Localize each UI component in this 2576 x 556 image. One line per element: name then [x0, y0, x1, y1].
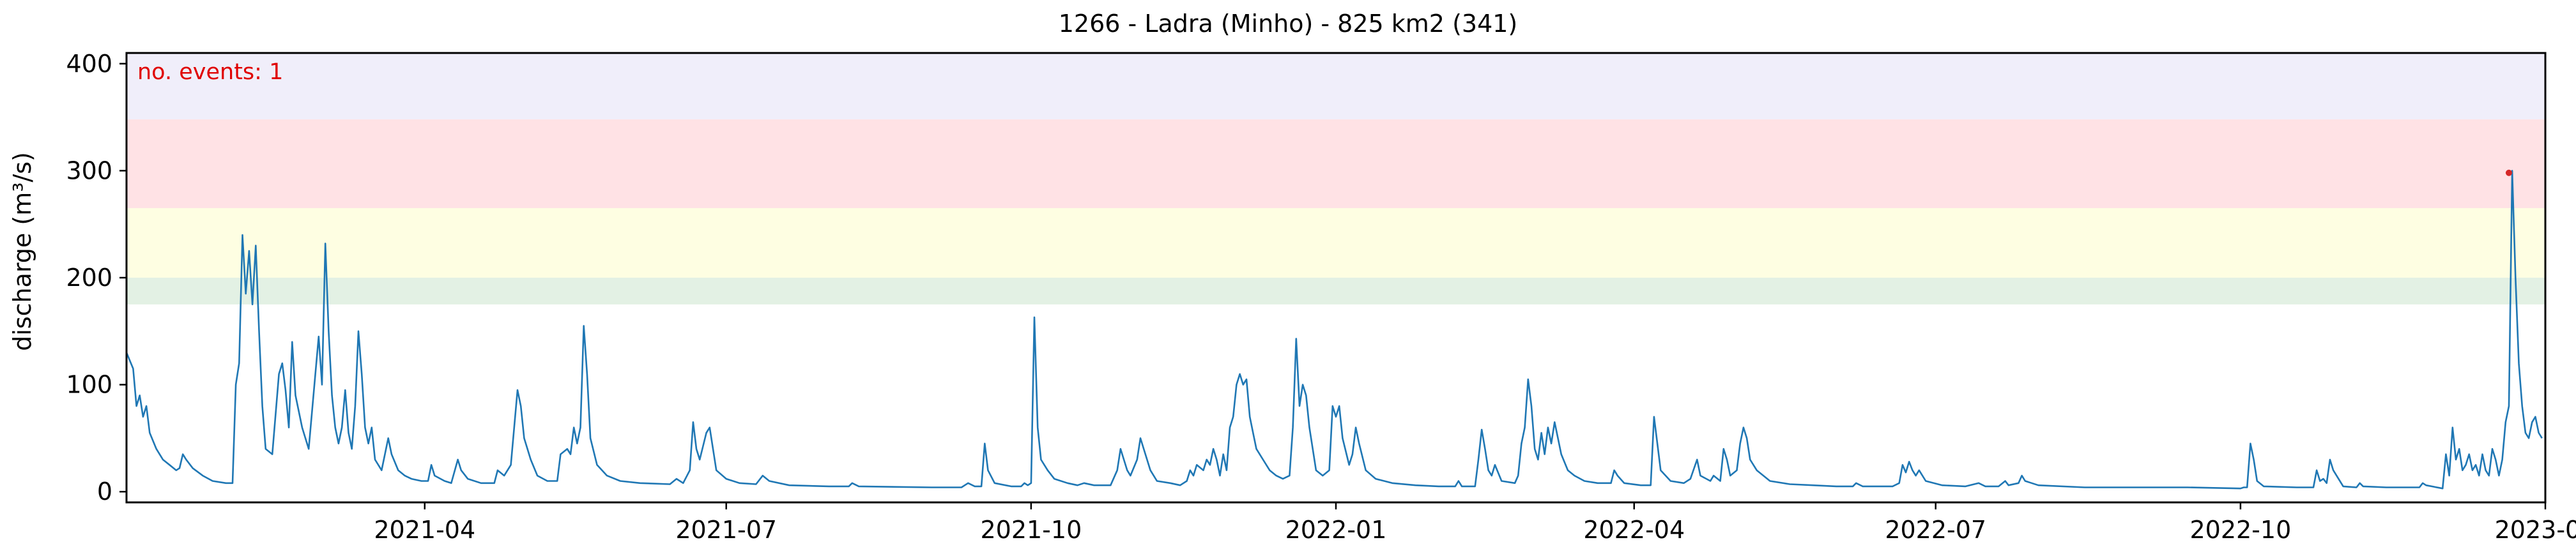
x-tick-label: 2022-07 [1885, 516, 1986, 544]
x-axis: 2021-04 2021-07 2021-10 2022-01 2022-04 2022-… [374, 502, 2576, 544]
threshold-band [126, 53, 2545, 119]
y-tick-label: 200 [66, 264, 112, 292]
y-axis-label: discharge (m³/s) [8, 152, 36, 351]
events-annotation: no. events: 1 [137, 59, 283, 85]
threshold-band [126, 208, 2545, 278]
y-tick-label: 100 [66, 371, 112, 399]
event-marker [2505, 169, 2512, 176]
discharge-series-line [125, 170, 2543, 490]
y-axis: 0 100 200 300 400 [66, 50, 126, 506]
x-tick-label: 2021-07 [675, 516, 777, 544]
x-tick-label: 2022-10 [2189, 516, 2291, 544]
threshold-band [126, 278, 2545, 304]
y-tick-label: 300 [66, 156, 112, 184]
events-layer [2505, 169, 2512, 176]
y-tick-label: 0 [97, 477, 112, 506]
x-tick-label: 2021-10 [980, 516, 1082, 544]
x-tick-label: 2022-04 [1583, 516, 1685, 544]
series-layer [125, 170, 2543, 490]
chart-title: 1266 - Ladra (Minho) - 825 km2 (341) [1059, 10, 1518, 38]
threshold-bands [126, 53, 2545, 304]
threshold-band [126, 119, 2545, 209]
y-tick-label: 400 [66, 50, 112, 78]
x-tick-label: 2023-01 [2495, 516, 2576, 544]
x-tick-label: 2021-04 [374, 516, 475, 544]
x-tick-label: 2022-01 [1285, 516, 1387, 544]
